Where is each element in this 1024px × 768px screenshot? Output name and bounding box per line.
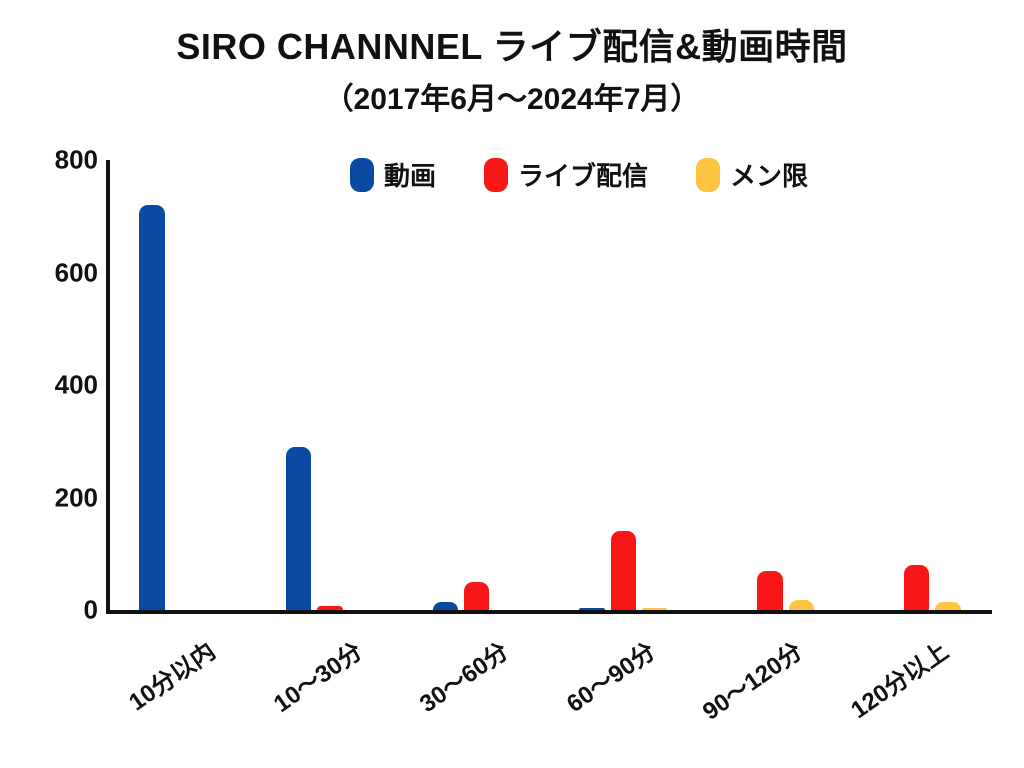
y-tick-label: 200 xyxy=(55,482,98,513)
bar xyxy=(642,608,667,610)
bar xyxy=(579,608,604,610)
bar xyxy=(789,600,814,610)
y-tick-label: 400 xyxy=(55,370,98,401)
bar xyxy=(935,602,960,610)
bar xyxy=(611,531,636,610)
chart-title-sub: （2017年6月〜2024年7月） xyxy=(0,74,1024,118)
bar xyxy=(757,571,782,610)
bar xyxy=(317,606,342,611)
x-tick-label: 60～90分 xyxy=(558,632,661,719)
x-tick-label: 10分以内 xyxy=(120,632,221,717)
bar xyxy=(433,602,458,610)
y-axis xyxy=(106,160,110,614)
x-tick-label: 30～60分 xyxy=(411,632,514,719)
bar xyxy=(286,447,311,610)
bar xyxy=(904,565,929,610)
bar xyxy=(464,582,489,610)
x-tick-label: 120分以上 xyxy=(842,632,954,725)
x-tick-label: 90～120分 xyxy=(694,632,808,726)
chart-title-main: SIRO CHANNNEL ライブ配信&動画時間 xyxy=(0,18,1024,70)
x-tick-label: 10～30分 xyxy=(265,632,368,719)
y-tick-label: 0 xyxy=(84,595,98,626)
chart-plot-area: 020040060080010分以内10～30分30～60分60～90分90～1… xyxy=(110,160,990,610)
x-axis xyxy=(108,610,992,614)
y-tick-label: 800 xyxy=(55,145,98,176)
y-tick-label: 600 xyxy=(55,257,98,288)
bar xyxy=(139,205,164,610)
